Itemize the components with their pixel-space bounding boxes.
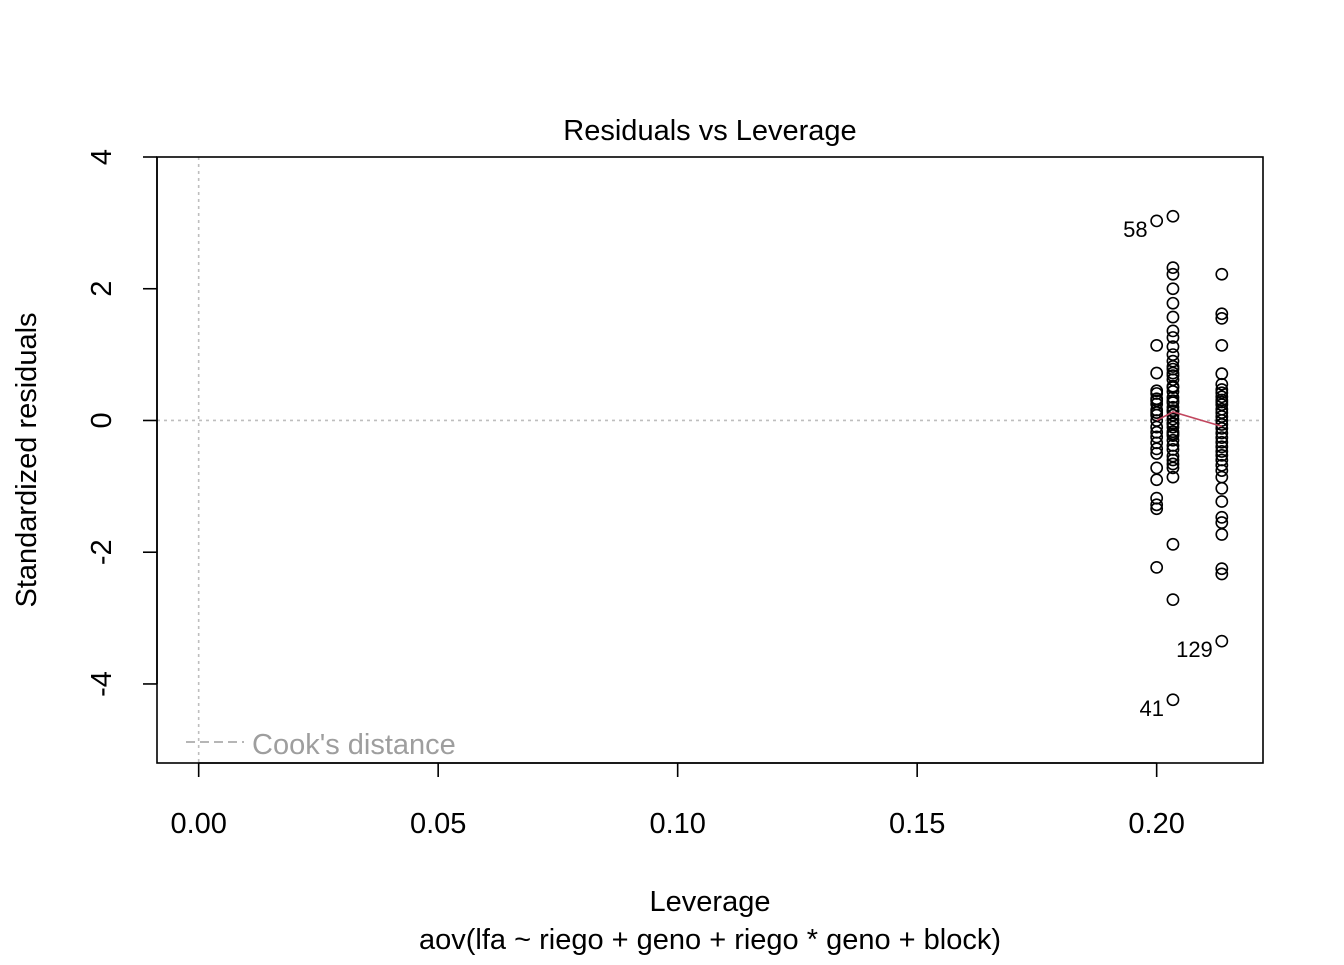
data-point: [1150, 406, 1164, 419]
data-point: [1150, 442, 1164, 456]
data-point: [1150, 214, 1164, 228]
data-point: [1215, 431, 1229, 445]
x-tick-label: 0.20: [1128, 808, 1184, 840]
x-tick-label: 0.00: [170, 808, 226, 840]
data-point: [1166, 324, 1180, 338]
data-point: [1166, 412, 1180, 426]
data-point: [1166, 261, 1180, 275]
data-point: [1166, 420, 1180, 434]
data-point: [1215, 338, 1229, 352]
data-point: [1166, 453, 1180, 467]
data-point: [1215, 311, 1229, 325]
data-point: [1166, 209, 1180, 223]
data-point: [1150, 560, 1164, 574]
data-point: [1166, 470, 1180, 484]
data-point: [1166, 348, 1180, 362]
point-label: 58: [1123, 217, 1147, 242]
data-point: [1215, 440, 1229, 454]
y-tick-label: -4: [86, 671, 118, 697]
data-point: [1150, 384, 1164, 398]
x-axis-label: Leverage: [650, 886, 771, 918]
data-point: [1150, 447, 1164, 460]
data-point: [1215, 495, 1229, 508]
data-point: [1215, 510, 1229, 524]
legend-cooks-distance-label: Cook's distance: [252, 729, 456, 761]
y-tick-label: 0: [86, 412, 118, 428]
data-point: [1150, 366, 1164, 380]
x-tick-label: 0.10: [649, 808, 705, 840]
data-point: [1166, 267, 1180, 281]
data-point: [1166, 457, 1180, 471]
data-point: [1166, 381, 1180, 394]
data-point: [1166, 282, 1180, 296]
data-point: [1150, 461, 1164, 475]
data-point: [1215, 528, 1229, 541]
data-point: [1166, 427, 1180, 441]
data-point: [1215, 464, 1229, 477]
data-point: [1215, 395, 1229, 409]
legend: Cook's distance: [186, 729, 456, 761]
data-point: [1215, 435, 1229, 449]
plot-box: [156, 156, 1264, 764]
data-point: [1166, 593, 1180, 607]
data-point: [1215, 377, 1229, 391]
data-point: [1215, 445, 1229, 458]
data-point: [1150, 491, 1164, 505]
data-point: [1166, 296, 1180, 310]
data-point: [1150, 420, 1164, 434]
data-point: [1150, 502, 1164, 516]
data-point: [1215, 267, 1229, 281]
smoother-line: [1156, 411, 1223, 428]
data-point: [1166, 433, 1180, 447]
data-point: [1150, 498, 1164, 512]
data-point: [1215, 470, 1229, 484]
y-tick-label: -2: [86, 539, 118, 565]
data-point: [1166, 362, 1180, 376]
data-point: [1166, 331, 1180, 344]
data-point: [1215, 426, 1229, 440]
data-point: [1215, 634, 1229, 648]
data-point: [1215, 307, 1229, 321]
data-point: [1215, 367, 1229, 381]
y-tick-label: 4: [86, 149, 118, 165]
y-axis: -4 -2 0 2 4: [86, 149, 158, 697]
data-point: [1166, 537, 1180, 551]
y-axis-label: Standardized residuals: [11, 312, 43, 607]
data-point: [1215, 448, 1229, 462]
y-tick-label: 2: [86, 281, 118, 297]
data-point: [1166, 394, 1180, 408]
annotations-layer: 58 129 41: [1123, 217, 1213, 721]
points-layer: [1150, 209, 1229, 707]
x-axis: 0.00 0.05 0.10 0.15 0.20: [170, 762, 1185, 840]
data-point: [1215, 562, 1229, 576]
data-point: [1215, 481, 1229, 495]
data-point: [1166, 391, 1180, 404]
data-point: [1166, 340, 1180, 354]
data-point: [1166, 417, 1180, 431]
data-point: [1166, 404, 1180, 417]
x-axis-sublabel: aov(lfa ~ riego + geno + riego * geno + …: [419, 924, 1001, 956]
point-label: 129: [1176, 637, 1213, 662]
data-point: [1150, 338, 1164, 352]
data-point: [1166, 310, 1180, 324]
data-point: [1150, 473, 1164, 487]
point-label: 41: [1139, 696, 1163, 721]
data-point: [1215, 390, 1229, 404]
x-tick-label: 0.15: [889, 808, 945, 840]
data-point: [1166, 693, 1180, 707]
data-point: [1166, 461, 1180, 475]
chart-title: Residuals vs Leverage: [563, 115, 856, 147]
x-tick-label: 0.05: [410, 808, 466, 840]
data-point: [1215, 567, 1229, 581]
data-point: [1215, 421, 1229, 435]
